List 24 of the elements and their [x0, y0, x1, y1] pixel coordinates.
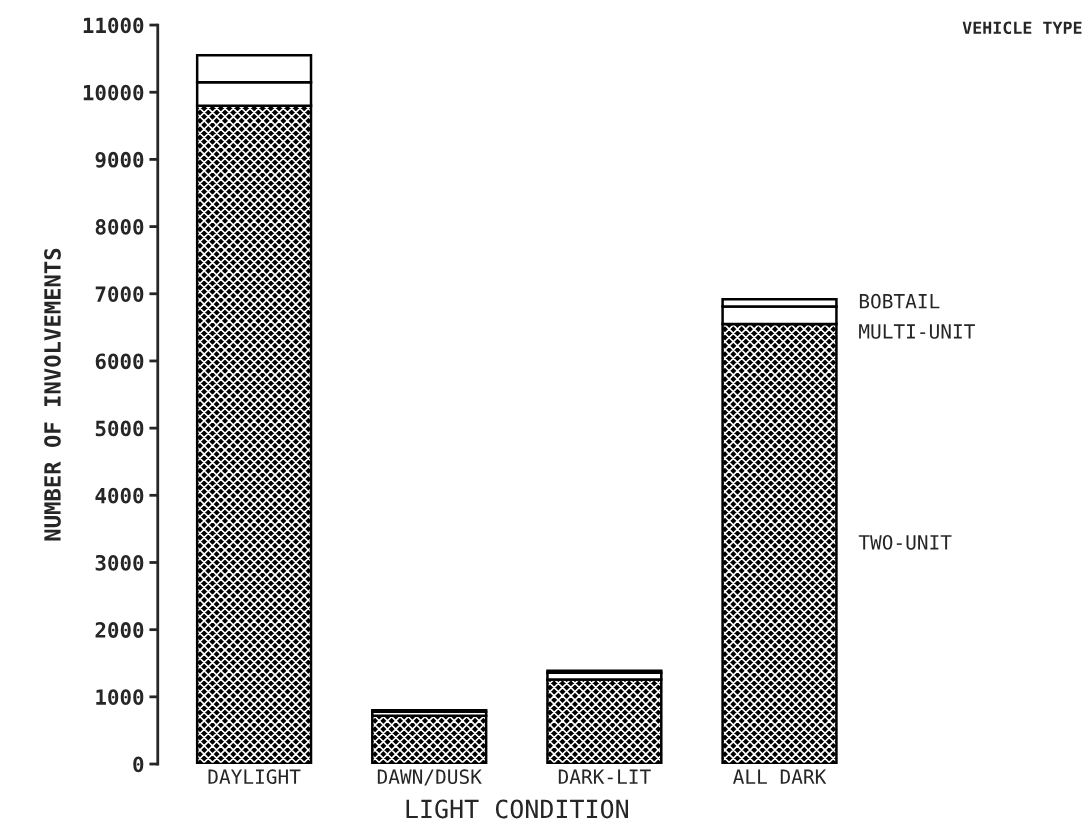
- y-tick-label: 7000: [95, 286, 144, 302]
- y-tick-label: 9000: [95, 151, 144, 168]
- y-tick-label: 3000: [95, 554, 144, 571]
- legend-title: VEHICLE TYPE: [962, 21, 1082, 35]
- bar: [546, 678, 663, 765]
- y-tick-label: 6000: [95, 353, 144, 370]
- x-axis-title: LIGHT CONDITION: [406, 799, 628, 819]
- y-tick-label: 1000: [96, 689, 144, 706]
- y-tick-label: 5000: [95, 420, 144, 437]
- x-tick-label: DAYLIGHT: [208, 769, 301, 785]
- y-tick-label: 8000: [95, 219, 144, 235]
- y-tick-label: 0: [133, 756, 144, 773]
- y-tick-label: 2000: [95, 622, 144, 638]
- series-label: BOBTAIL: [859, 293, 940, 309]
- bar: [371, 714, 488, 765]
- y-axis-title: NUMBER OF INVOLVEMENTS: [44, 248, 61, 541]
- series-label: MULTI-UNIT: [859, 324, 975, 339]
- y-tick-label: 10000: [83, 84, 144, 101]
- x-tick-label: DAWN/DUSK: [377, 769, 482, 786]
- x-tick-label: ALL DARK: [733, 769, 827, 784]
- y-tick-label: 11000: [83, 17, 144, 34]
- x-tick-label: DARK-LIT: [558, 769, 651, 784]
- y-tick-label: 4000: [95, 487, 144, 504]
- series-label: TWO-UNIT: [858, 535, 952, 550]
